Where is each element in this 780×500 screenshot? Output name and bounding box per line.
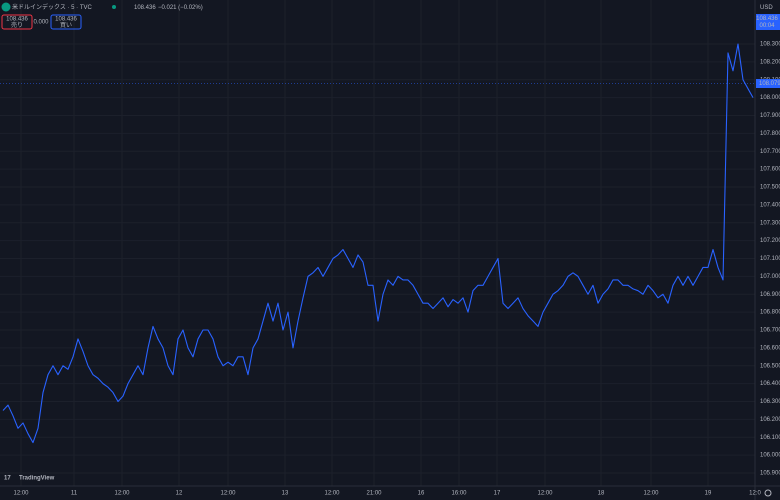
buy-label: 買い: [60, 22, 72, 29]
y-tick-label: 106.100: [760, 435, 780, 441]
spread: 0.000: [33, 20, 49, 26]
x-tick-label: 12:00: [114, 491, 130, 497]
x-tick-label: 18: [598, 491, 605, 497]
logo-mark: 17: [4, 476, 11, 482]
x-tick-label: 12:00: [643, 491, 659, 497]
y-tick-label: 107.100: [760, 256, 780, 262]
badge-time: 00:04: [759, 23, 775, 29]
x-tick-label: 21:00: [366, 491, 382, 497]
y-tick-label: 107.300: [760, 220, 780, 226]
y-tick-label: 106.700: [760, 328, 780, 334]
x-tick-label: 11: [71, 491, 78, 497]
x-tick-label: 12: [176, 491, 183, 497]
sell-price: 108.436: [6, 17, 28, 23]
y-tick-label: 107.000: [760, 274, 780, 280]
sell-button[interactable]: [1, 14, 33, 30]
price-change: −0.021 (−0.02%): [158, 5, 203, 11]
x-tick-label: 12:0: [749, 491, 761, 497]
y-tick-label: 107.500: [760, 185, 780, 191]
y-tick-label: 108.300: [760, 42, 780, 48]
x-tick-label: 12:00: [220, 491, 236, 497]
x-tick-label: 13: [282, 491, 289, 497]
currency: USD: [760, 5, 773, 11]
settings-icon[interactable]: [764, 489, 772, 497]
x-tick-label: 12:00: [537, 491, 553, 497]
y-tick-label: 107.400: [760, 202, 780, 208]
x-tick-label: 12:00: [13, 491, 29, 497]
status-dot: [112, 5, 116, 9]
y-tick-label: 106.400: [760, 381, 780, 387]
price-badge: [756, 14, 780, 30]
price-marker-label: 108.079: [759, 81, 780, 87]
y-tick-label: 107.200: [760, 238, 780, 244]
y-tick-label: 108.200: [760, 59, 780, 65]
y-tick-label: 106.500: [760, 363, 780, 369]
badge-price: 108.436: [756, 16, 778, 22]
y-tick-label: 107.900: [760, 113, 780, 119]
x-tick-label: 17: [494, 491, 501, 497]
price: 108.436: [134, 5, 156, 11]
x-tick-label: 19: [705, 491, 712, 497]
x-tick-label: 12:00: [324, 491, 340, 497]
x-tick-label: 16: [418, 491, 425, 497]
price-line: [2, 43, 754, 444]
y-tick-label: 107.600: [760, 167, 780, 173]
y-tick-label: 108.000: [760, 95, 780, 101]
y-tick-label: 106.200: [760, 417, 780, 423]
y-tick-label: 107.700: [760, 149, 780, 155]
y-tick-label: 106.000: [760, 453, 780, 459]
y-tick-label: 105.900: [760, 471, 780, 477]
y-tick-label: 106.800: [760, 310, 780, 316]
symbol-title: 米ドルインデックス · 5 · TVC: [12, 3, 92, 11]
logo: TradingView: [19, 476, 55, 482]
y-tick-label: 106.900: [760, 292, 780, 298]
price-marker-box: [756, 79, 780, 89]
buy-button[interactable]: [50, 14, 82, 30]
symbol-icon: [1, 2, 11, 12]
y-tick-label: 106.600: [760, 345, 780, 351]
y-tick-label: 107.800: [760, 131, 780, 137]
sell-label: 売り: [11, 21, 23, 29]
y-tick-label: 106.300: [760, 399, 780, 405]
buy-price: 108.436: [55, 17, 77, 23]
x-tick-label: 16:00: [451, 491, 467, 497]
